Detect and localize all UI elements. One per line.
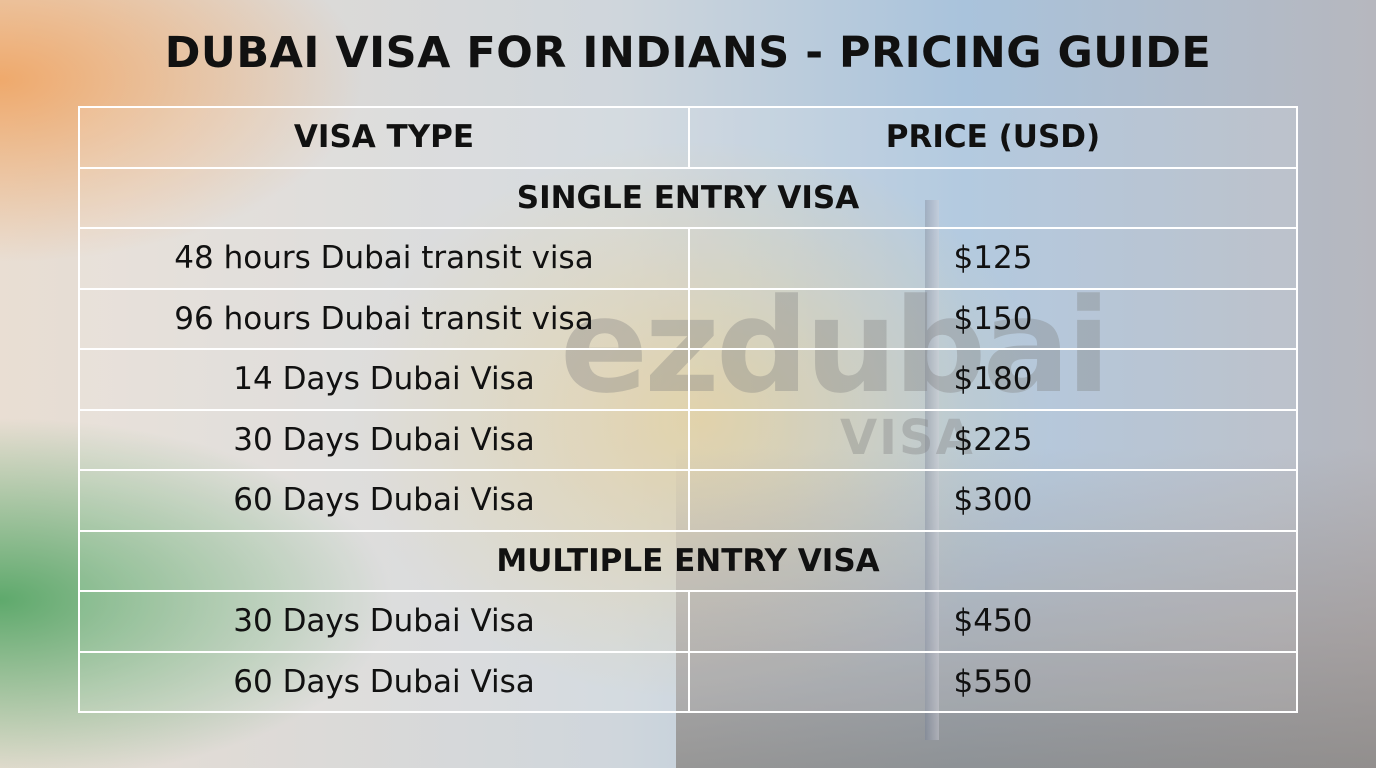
- visa-type-cell: 48 hours Dubai transit visa: [78, 227, 690, 290]
- price-cell: $450: [688, 590, 1298, 653]
- section-label: MULTIPLE ENTRY VISA: [78, 529, 1298, 592]
- page-title: DUBAI VISA FOR INDIANS - PRICING GUIDE: [164, 28, 1212, 78]
- visa-type-cell: 14 Days Dubai Visa: [78, 348, 690, 411]
- price-cell: $150: [688, 287, 1298, 350]
- table-row: 14 Days Dubai Visa $180: [78, 348, 1298, 411]
- price-cell: $225: [688, 408, 1298, 471]
- visa-type-cell: 60 Days Dubai Visa: [78, 650, 690, 713]
- table-header-row: VISA TYPE PRICE (USD): [78, 106, 1298, 169]
- visa-type-cell: 30 Days Dubai Visa: [78, 590, 690, 653]
- table-row: 96 hours Dubai transit visa $150: [78, 287, 1298, 350]
- visa-type-cell: 60 Days Dubai Visa: [78, 469, 690, 532]
- table-row: 60 Days Dubai Visa $550: [78, 650, 1298, 713]
- table-row: 48 hours Dubai transit visa $125: [78, 227, 1298, 290]
- section-row: MULTIPLE ENTRY VISA: [78, 529, 1298, 592]
- header-visa-type: VISA TYPE: [78, 106, 690, 169]
- header-price: PRICE (USD): [688, 106, 1298, 169]
- table-row: 30 Days Dubai Visa $225: [78, 408, 1298, 471]
- price-cell: $180: [688, 348, 1298, 411]
- pricing-table: VISA TYPE PRICE (USD) SINGLE ENTRY VISA 4…: [78, 106, 1298, 713]
- section-row: SINGLE ENTRY VISA: [78, 166, 1298, 229]
- table-row: 60 Days Dubai Visa $300: [78, 469, 1298, 532]
- visa-type-cell: 96 hours Dubai transit visa: [78, 287, 690, 350]
- visa-type-cell: 30 Days Dubai Visa: [78, 408, 690, 471]
- price-cell: $300: [688, 469, 1298, 532]
- price-cell: $550: [688, 650, 1298, 713]
- section-label: SINGLE ENTRY VISA: [78, 166, 1298, 229]
- table-row: 30 Days Dubai Visa $450: [78, 590, 1298, 653]
- price-cell: $125: [688, 227, 1298, 290]
